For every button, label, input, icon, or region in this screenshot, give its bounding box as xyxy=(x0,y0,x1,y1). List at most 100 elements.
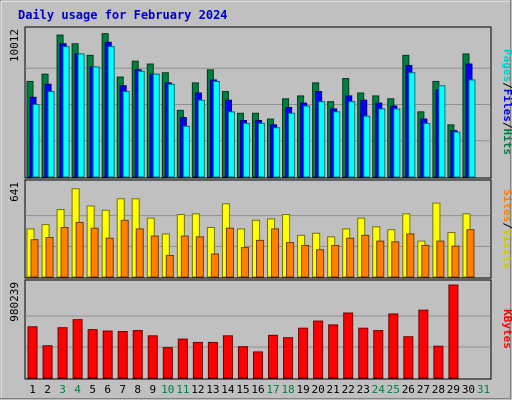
bar-pages-day-6 xyxy=(107,46,115,178)
bar-pages-day-16 xyxy=(257,122,266,178)
bar-sites-day-6-body xyxy=(105,237,114,278)
panel-kbytes: 980239 xyxy=(8,279,492,380)
bar-kbytes-day-24-body xyxy=(373,330,384,379)
bar-kbytes-day-8-body xyxy=(132,330,143,379)
bar-pages-day-28 xyxy=(438,85,446,178)
bar-pages-day-29 xyxy=(453,131,461,178)
bar-kbytes-day-7-body xyxy=(117,331,128,379)
bar-sites-day-20 xyxy=(316,249,325,278)
bar-sites-day-30-body xyxy=(466,229,475,278)
bar-pages-day-13-body xyxy=(212,80,220,178)
bar-kbytes-day-27-body xyxy=(418,309,429,379)
bar-sites-day-25-body xyxy=(391,241,400,278)
bar-pages-day-16-body xyxy=(257,122,266,178)
bar-kbytes-day-17-body xyxy=(268,334,279,379)
bar-sites-day-10 xyxy=(165,254,174,278)
bar-sites-day-28 xyxy=(436,240,445,278)
bar-pages-day-15-body xyxy=(242,122,250,178)
x-tick-label-day-20: 20 xyxy=(312,383,325,396)
legend-middle-part-1: / xyxy=(501,222,512,229)
x-tick-label-day-12: 12 xyxy=(191,383,204,396)
bar-kbytes-day-21-body xyxy=(328,324,339,379)
bar-sites-day-3-body xyxy=(60,226,69,278)
bar-kbytes-day-23-body xyxy=(358,327,369,379)
bar-pages-day-3-body xyxy=(62,46,70,178)
bar-kbytes-day-25 xyxy=(388,313,399,379)
bar-pages-day-19 xyxy=(303,105,311,178)
bar-pages-day-9-body xyxy=(152,73,160,178)
bar-pages-day-14 xyxy=(227,111,235,178)
bar-sites-day-10-body xyxy=(165,254,174,278)
bar-pages-day-5-body xyxy=(92,66,100,178)
x-tick-label-day-5: 5 xyxy=(89,383,96,396)
bar-sites-day-16-body xyxy=(255,239,265,278)
bar-sites-day-4-body xyxy=(75,221,84,278)
bar-pages-day-11-body xyxy=(182,125,190,178)
bar-sites-day-8 xyxy=(135,228,144,278)
bar-kbytes-day-11 xyxy=(177,338,188,379)
x-tick-label-day-19: 19 xyxy=(296,383,309,396)
bar-pages-day-7 xyxy=(122,91,130,178)
bar-pages-day-22-body xyxy=(348,101,356,178)
bar-kbytes-day-22 xyxy=(343,312,354,379)
bar-sites-day-23 xyxy=(361,234,370,278)
bar-sites-day-1 xyxy=(30,239,39,278)
x-tick-label-day-8: 8 xyxy=(134,383,141,396)
bar-kbytes-day-16 xyxy=(252,351,264,379)
bar-pages-day-12-body xyxy=(197,99,205,178)
bar-sites-day-7 xyxy=(120,219,129,278)
bar-pages-day-20-body xyxy=(318,101,326,178)
legend-middle-part-2: Visits xyxy=(501,229,512,269)
bar-kbytes-day-3-body xyxy=(57,327,68,379)
bar-pages-day-20 xyxy=(318,101,326,178)
legend-top-part-3: / xyxy=(501,122,512,129)
bar-sites-day-25 xyxy=(391,241,400,278)
bar-kbytes-day-28-body xyxy=(433,345,444,379)
bar-kbytes-day-14-body xyxy=(222,335,233,379)
bar-kbytes-day-8 xyxy=(132,330,143,379)
x-tick-label-day-13: 13 xyxy=(206,383,219,396)
bar-pages-day-10 xyxy=(167,83,175,178)
x-tick-label-day-17: 17 xyxy=(266,383,279,396)
bar-sites-day-22 xyxy=(346,237,355,278)
bar-pages-day-5 xyxy=(92,66,100,178)
x-tick-label-day-1: 1 xyxy=(29,383,36,396)
bar-sites-day-22-body xyxy=(346,237,355,278)
bar-kbytes-day-20 xyxy=(313,320,324,379)
bar-sites-day-28-body xyxy=(436,240,445,278)
bar-sites-day-21 xyxy=(331,244,340,278)
bar-pages-day-13 xyxy=(212,80,220,178)
bar-kbytes-day-7 xyxy=(117,331,128,379)
bar-kbytes-day-19 xyxy=(298,327,309,379)
x-tick-label-day-26: 26 xyxy=(402,383,415,396)
bar-kbytes-day-18-body xyxy=(283,337,294,379)
bar-sites-day-17-body xyxy=(271,228,280,278)
bar-kbytes-day-9-body xyxy=(147,335,158,379)
bar-sites-day-24 xyxy=(376,240,385,278)
chart-panels: 10012641980239Pages/Files/HitsSites/Visi… xyxy=(8,26,512,380)
bar-kbytes-day-12 xyxy=(192,341,203,379)
bar-kbytes-day-15 xyxy=(237,346,248,379)
bar-kbytes-day-6-body xyxy=(102,330,113,379)
x-tick-label-day-7: 7 xyxy=(119,383,126,396)
legend-top-part-4: Hits xyxy=(501,129,512,156)
x-tick-label-day-24: 24 xyxy=(372,383,386,396)
bar-kbytes-day-28 xyxy=(433,345,444,379)
bar-sites-day-14 xyxy=(225,227,234,278)
ymax-label-kbytes: 980239 xyxy=(8,282,21,322)
bar-sites-day-26 xyxy=(406,233,415,278)
bar-sites-day-11 xyxy=(180,235,189,278)
x-tick-label-day-6: 6 xyxy=(104,383,111,396)
bar-pages-day-26 xyxy=(408,72,416,178)
x-tick-label-day-15: 15 xyxy=(236,383,249,396)
bar-pages-day-28-body xyxy=(438,85,446,178)
panel-visits-sites: 641 xyxy=(8,179,492,279)
chart-title: Daily usage for February 2024 xyxy=(18,8,228,22)
x-tick-label-day-3: 3 xyxy=(59,383,66,396)
bar-sites-day-18 xyxy=(286,242,295,278)
bar-kbytes-day-6 xyxy=(102,330,113,379)
bar-kbytes-day-10-body xyxy=(162,347,173,379)
bar-sites-day-29 xyxy=(451,245,460,278)
legend-bottom-part-0: KBytes xyxy=(501,309,512,349)
bar-pages-day-30 xyxy=(468,79,476,178)
